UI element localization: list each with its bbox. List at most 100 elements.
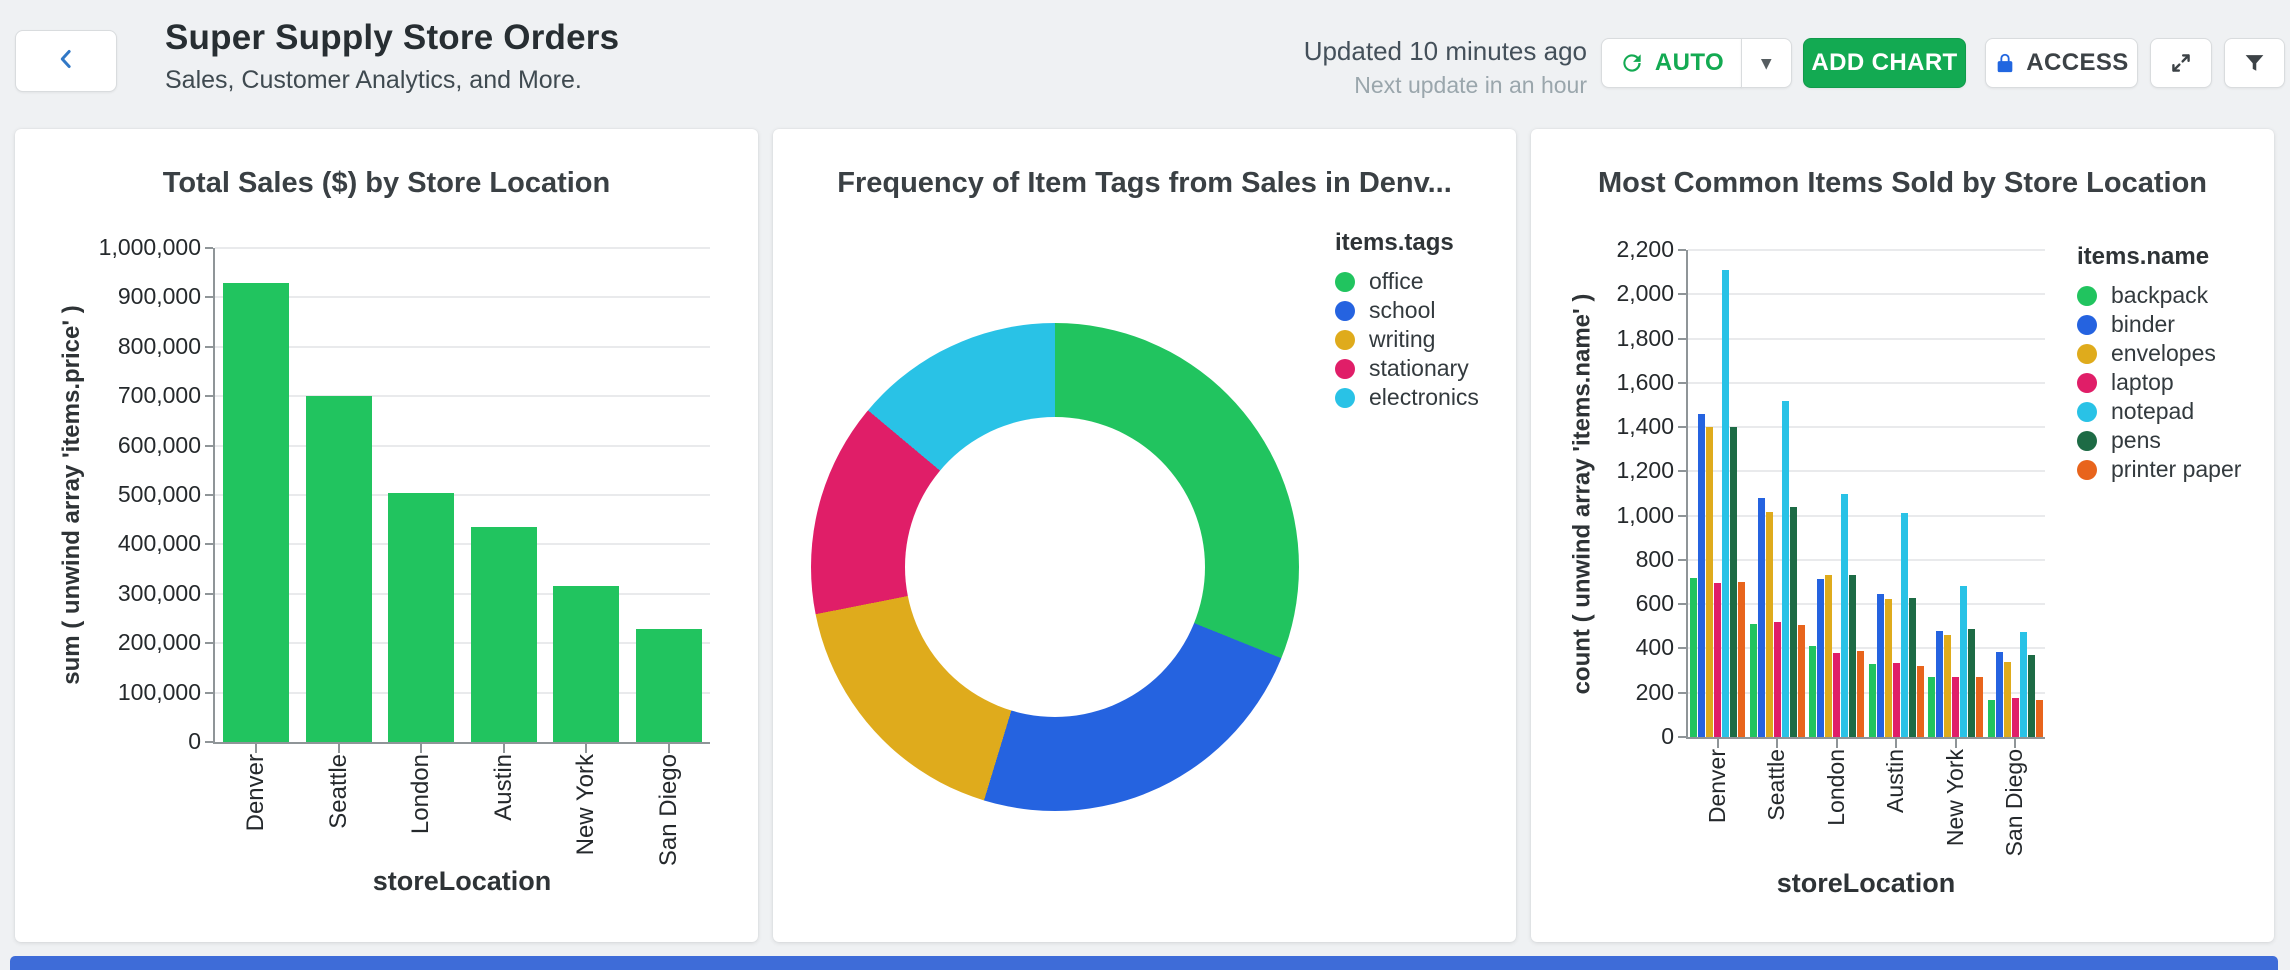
x-axis-label: Seattle — [1763, 749, 1790, 821]
bar-envelopes-Denver — [1706, 427, 1714, 737]
x-tick-mark — [1835, 739, 1838, 748]
bar-pens-Seattle — [1789, 506, 1797, 737]
bar-binder-Seattle — [1757, 497, 1765, 737]
x-axis-title: storeLocation — [372, 866, 552, 896]
x-tick-mark — [1716, 739, 1719, 748]
y-tick-mark — [205, 444, 213, 447]
bar-backpack-New-York — [1928, 677, 1936, 737]
y-tick-label: 1,600 — [1616, 368, 1674, 395]
y-tick-label: 600,000 — [117, 431, 201, 458]
x-axis-line — [1686, 737, 2045, 739]
x-axis-label: London — [1822, 749, 1849, 826]
y-tick-mark — [205, 741, 213, 743]
access-button[interactable]: ACCESS — [1985, 38, 2138, 88]
auto-refresh-button[interactable]: AUTO — [1601, 38, 1742, 88]
y-tick-label: 1,000,000 — [98, 234, 201, 260]
filter-button[interactable] — [2224, 38, 2285, 88]
x-tick-mark — [667, 744, 670, 753]
bar-binder-Austin — [1876, 594, 1884, 737]
y-tick-label: 1,400 — [1616, 413, 1674, 440]
gridline — [215, 247, 710, 249]
legend-item-list: office school writing stationary electronics — [1335, 267, 1479, 412]
fullscreen-button[interactable] — [2150, 38, 2212, 88]
legend-item: pens — [2077, 426, 2241, 455]
x-tick-mark — [1954, 739, 1957, 748]
gridline — [1688, 647, 2045, 650]
y-tick-mark — [1678, 293, 1686, 296]
x-tick-mark — [1895, 739, 1898, 748]
y-tick-label: 1,200 — [1616, 457, 1674, 484]
gridline — [215, 592, 710, 595]
backpack-legend-dot — [2077, 285, 2097, 306]
y-tick-label: 800,000 — [117, 332, 201, 359]
gridline — [215, 395, 710, 398]
bar-envelopes-Austin — [1884, 598, 1892, 737]
legend-label: stationary — [1369, 355, 1469, 381]
y-tick-mark — [205, 395, 213, 398]
pens-legend-dot — [2077, 430, 2097, 451]
x-axis-line — [213, 742, 710, 744]
y-tick-mark — [1678, 558, 1686, 561]
gridline — [215, 345, 710, 348]
bar-notepad-Seattle — [1781, 400, 1789, 737]
donut-hole — [905, 417, 1205, 717]
bar-envelopes-San-Diego — [2003, 661, 2011, 737]
bar-laptop-Denver — [1714, 583, 1722, 737]
printer-paper-legend-dot — [2077, 459, 2097, 480]
bar-backpack-London — [1809, 646, 1817, 737]
legend-label: printer paper — [2111, 456, 2242, 482]
y-tick-mark — [1678, 691, 1686, 694]
bar-pens-San-Diego — [2027, 655, 2035, 737]
bar-pens-Austin — [1908, 597, 1916, 737]
chart-title: Total Sales ($) by Store Location — [162, 167, 611, 199]
gridline — [1688, 514, 2045, 517]
gridline — [1688, 293, 2045, 296]
x-tick-mark — [420, 744, 423, 753]
bar-laptop-San-Diego — [2011, 698, 2019, 737]
add-chart-button[interactable]: ADD CHART — [1803, 38, 1966, 88]
gridline — [1688, 558, 2045, 561]
refresh-status: Updated 10 minutes ago Next update in an… — [1304, 36, 1587, 99]
legend-item-list: backpack binder envelopes laptop notepad pens… — [2077, 281, 2241, 484]
bar-New-York — [553, 586, 620, 742]
y-tick-mark — [1678, 647, 1686, 650]
legend-label: laptop — [2111, 369, 2174, 395]
back-button[interactable] — [15, 30, 117, 92]
donut-chart — [811, 323, 1299, 811]
auto-refresh-dropdown-button[interactable]: ▾ — [1741, 38, 1792, 88]
bar-envelopes-Seattle — [1765, 512, 1773, 737]
legend-label: binder — [2111, 311, 2175, 337]
next-update-text: Next update in an hour — [1354, 72, 1587, 98]
legend-item: school — [1335, 296, 1479, 325]
y-tick-mark — [1678, 249, 1686, 251]
bar-envelopes-New-York — [1944, 635, 1952, 737]
bar-backpack-Austin — [1868, 663, 1876, 737]
access-label: ACCESS — [2026, 49, 2129, 76]
x-axis-label: San Diego — [654, 754, 682, 867]
legend-item: binder — [2077, 310, 2241, 339]
next-row-card-edge — [10, 956, 2278, 970]
legend-label: writing — [1369, 326, 1436, 352]
bar-laptop-New-York — [1952, 677, 1960, 737]
bar-backpack-Seattle — [1749, 624, 1757, 737]
legend-item: electronics — [1335, 383, 1479, 412]
legend-items-name: items.name backpack binder envelopes laptop… — [2077, 243, 2241, 484]
y-tick-label: 800 — [1635, 545, 1674, 572]
gridline — [1688, 691, 2045, 694]
refresh-icon — [1619, 50, 1645, 76]
bar-envelopes-London — [1825, 575, 1833, 737]
legend-label: backpack — [2111, 282, 2209, 308]
add-chart-label: ADD CHART — [1811, 49, 1958, 76]
y-axis-line — [1686, 250, 1688, 737]
y-tick-label: 900,000 — [117, 283, 201, 310]
y-tick-mark — [205, 642, 213, 645]
y-tick-label: 1,800 — [1616, 324, 1674, 351]
legend-item: backpack — [2077, 281, 2241, 310]
x-axis-label: Denver — [1703, 749, 1730, 824]
bar-laptop-Seattle — [1773, 621, 1781, 737]
gridline — [215, 543, 710, 546]
legend-label: school — [1369, 297, 1436, 323]
laptop-legend-dot — [2077, 372, 2097, 393]
legend-title: items.tags — [1335, 229, 1454, 256]
y-tick-label: 2,000 — [1616, 280, 1674, 307]
